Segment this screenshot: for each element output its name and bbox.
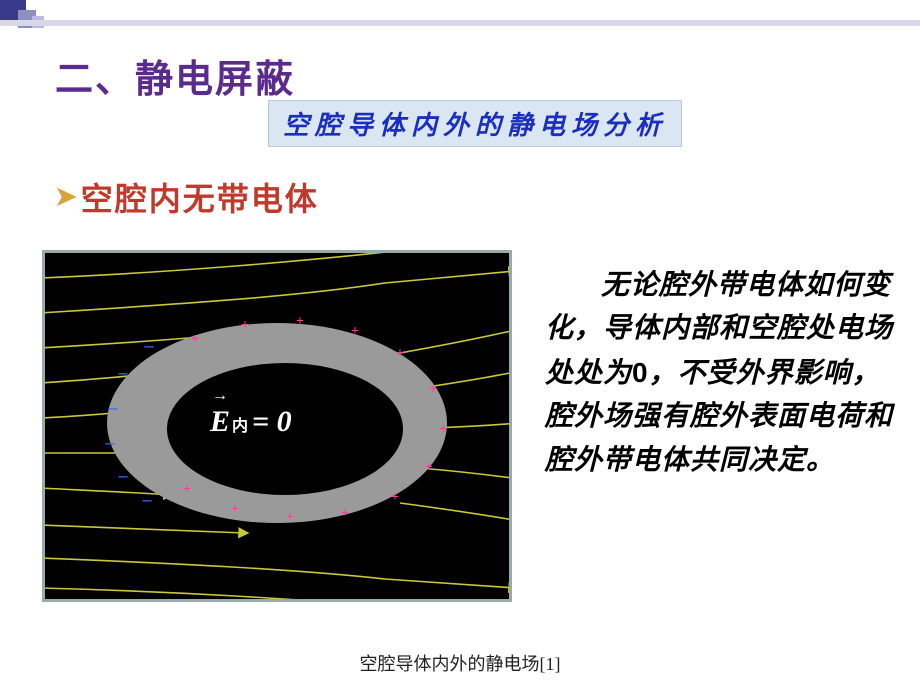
svg-text:+: + — [429, 382, 437, 397]
svg-text:+: + — [231, 502, 239, 517]
top-band — [0, 20, 920, 26]
field-diagram: +++++++++++++ ‒‒‒‒‒‒ E内 = 0 — [42, 250, 512, 602]
svg-text:+: + — [241, 318, 249, 333]
svg-text:+: + — [351, 324, 359, 339]
svg-text:+: + — [296, 314, 304, 329]
svg-text:+: + — [183, 482, 191, 497]
bullet-marker-icon: ➤ — [55, 182, 77, 212]
svg-text:‒: ‒ — [108, 397, 119, 417]
svg-text:+: + — [396, 346, 404, 361]
body-paragraph: 无论腔外带电体如何变化，导体内部和空腔处电场处处为0，不受外界影响，腔外场强有腔… — [545, 264, 905, 482]
body-zero: 0 — [632, 357, 649, 388]
svg-text:+: + — [341, 506, 349, 521]
footer-caption: 空腔导体内外的静电场[1] — [0, 650, 920, 676]
svg-text:‒: ‒ — [105, 432, 116, 452]
svg-text:‒: ‒ — [118, 465, 129, 485]
svg-text:‒: ‒ — [118, 362, 129, 382]
svg-text:‒: ‒ — [142, 489, 153, 509]
svg-text:+: + — [286, 510, 294, 525]
bullet-text: 空腔内无带电体 — [81, 174, 319, 220]
svg-text:+: + — [191, 332, 199, 347]
field-formula: E内 = 0 — [210, 405, 292, 439]
svg-text:+: + — [391, 490, 399, 505]
bullet-row: ➤ 空腔内无带电体 — [55, 174, 319, 220]
svg-text:+: + — [439, 422, 447, 437]
subtitle-box: 空腔导体内外的静电场分析 — [268, 100, 682, 147]
svg-text:+: + — [425, 460, 433, 475]
section-heading: 二、静电屏蔽 — [55, 48, 295, 103]
svg-text:‒: ‒ — [144, 335, 155, 355]
